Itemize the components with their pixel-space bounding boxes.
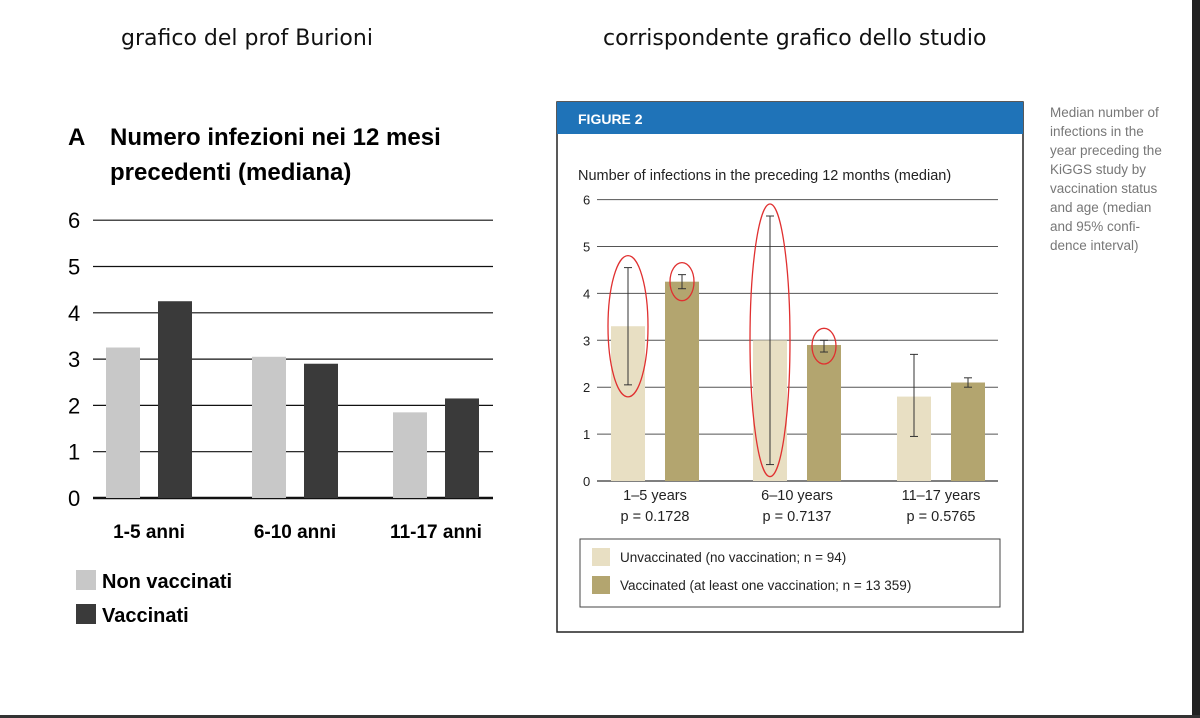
left-category-label: 11-17 anni [390, 522, 482, 543]
left-ytick-label: 6 [68, 208, 80, 233]
right-legend-label: Unvaccinated (no vaccination; n = 94) [620, 550, 846, 565]
right-heading: corrispondente grafico dello studio [603, 26, 987, 51]
right-category-label: 11–17 years [902, 488, 981, 504]
figure-banner [557, 102, 1023, 134]
window-edge-bottom [0, 715, 1200, 718]
right-ytick-label: 0 [583, 474, 590, 489]
right-ytick-label: 3 [583, 333, 590, 348]
left-category-label: 1-5 anni [113, 522, 185, 543]
left-ytick-label: 0 [68, 486, 80, 511]
right-highlight-circle [669, 261, 695, 302]
right-ytick-label: 1 [583, 427, 590, 442]
caption-line: year preceding the [1050, 143, 1162, 158]
figure-caption: Median number of infections in the year pr… [1050, 103, 1185, 255]
left-category-label: 6-10 anni [254, 522, 336, 543]
right-highlight-circle [607, 254, 649, 398]
right-legend-label: Vaccinated (at least one vaccination; n … [620, 578, 911, 593]
figure-label: FIGURE 2 [578, 111, 643, 127]
left-ytick-label: 4 [68, 301, 80, 326]
caption-line: infections in the [1050, 124, 1144, 139]
left-heading: grafico del prof Burioni [121, 26, 373, 51]
caption-line: Median number of [1050, 105, 1159, 120]
left-legend-swatch [76, 570, 96, 590]
left-ytick-label: 2 [68, 393, 80, 418]
left-bar [252, 356, 286, 498]
left-title-line1: Numero infezioni nei 12 mesi [110, 124, 441, 151]
left-ytick-label: 5 [68, 255, 80, 280]
caption-line: dence interval) [1050, 238, 1139, 253]
right-highlight-circle [749, 203, 791, 478]
caption-line: and 95% confi- [1050, 219, 1141, 234]
right-legend-box [579, 538, 1001, 608]
right-bar [665, 281, 699, 481]
right-ytick-label: 6 [583, 193, 590, 208]
left-bar [445, 398, 479, 498]
right-category-label: 1–5 years [623, 488, 687, 504]
left-bar-chart: A Numero infezioni nei 12 mesi precedent… [68, 124, 493, 627]
right-category-label: 6–10 years [761, 488, 833, 504]
right-ytick-label: 5 [583, 240, 590, 255]
caption-line: vaccination status [1050, 181, 1158, 196]
right-p-value: p = 0.5765 [907, 509, 976, 525]
left-bar [106, 347, 140, 498]
right-study-figure: FIGURE 2 Number of infections in the pre… [556, 101, 1024, 633]
left-title-line2: precedenti (mediana) [110, 159, 351, 186]
left-legend-label: Vaccinati [102, 605, 189, 627]
right-legend-swatch [592, 548, 610, 566]
left-legend-label: Non vaccinati [102, 571, 232, 593]
left-ytick-label: 1 [68, 440, 80, 465]
left-ytick-label: 3 [68, 347, 80, 372]
right-bar [951, 382, 985, 481]
left-bar [393, 412, 427, 498]
right-chart-title: Number of infections in the preceding 12… [578, 168, 951, 184]
left-bar [304, 363, 338, 498]
right-ytick-label: 2 [583, 380, 590, 395]
caption-line: KiGGS study by [1050, 162, 1147, 177]
right-bar [807, 344, 841, 481]
right-p-value: p = 0.1728 [621, 509, 690, 525]
right-ytick-label: 4 [583, 286, 590, 301]
window-edge-right [1192, 0, 1200, 718]
right-highlight-circle [811, 327, 837, 365]
left-panel-letter: A [68, 124, 85, 151]
left-bar [158, 301, 192, 498]
left-legend-swatch [76, 604, 96, 624]
right-legend-swatch [592, 576, 610, 594]
right-p-value: p = 0.7137 [763, 509, 832, 525]
caption-line: and age (median [1050, 200, 1152, 215]
